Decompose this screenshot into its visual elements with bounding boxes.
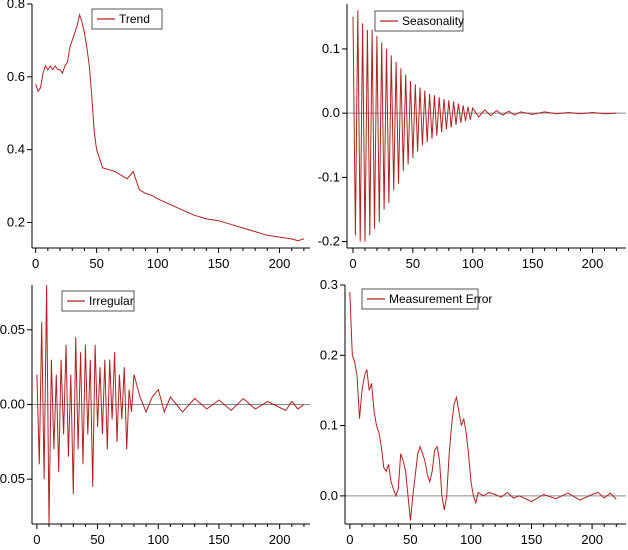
x-tick-label: 200 xyxy=(582,256,604,271)
series-line xyxy=(35,13,305,242)
x-tick-label: 0 xyxy=(349,256,356,271)
y-tick-label: -0.2 xyxy=(318,234,340,249)
x-tick-label: 200 xyxy=(269,256,291,271)
legend-label: Measurement Error xyxy=(389,292,492,306)
chart-panel-4: 0 50 100 150 200 0.0 0.1 0.2 0.3 Measurement Erro… xyxy=(320,277,626,547)
y-tick-label: 0.1 xyxy=(322,41,340,56)
x-tick-label: 50 xyxy=(90,532,104,547)
y-tick-label: 0.3 xyxy=(320,277,338,292)
y-tick-label: 0.1 xyxy=(320,418,338,433)
x-tick-label: 50 xyxy=(89,256,103,271)
y-tick-label: 0.0 xyxy=(320,488,338,503)
y-tick-label: -0.1 xyxy=(318,169,340,184)
x-tick-label: 100 xyxy=(460,532,482,547)
x-tick-label: 200 xyxy=(269,532,291,547)
x-tick-label: 50 xyxy=(403,532,417,547)
x-tick-label: 50 xyxy=(406,256,420,271)
legend-box xyxy=(361,288,479,310)
y-tick-label: 0.4 xyxy=(7,142,25,157)
legend-label: Trend xyxy=(119,12,150,26)
x-tick-label: 150 xyxy=(208,532,230,547)
legend-label: Seasonality xyxy=(402,14,464,28)
y-tick-label: 0.00 xyxy=(0,397,25,412)
chart-panel-1: 0 50 100 150 200 0.2 0.4 0.6 0.8 Trend xyxy=(7,0,310,271)
series-line xyxy=(352,10,617,242)
chart-panel-2: 0 50 100 150 200 -0.2 -0.1 0.0 0.1 Seasonality xyxy=(318,4,626,271)
x-tick-label: 150 xyxy=(522,256,544,271)
y-tick-label: 0.8 xyxy=(7,0,25,11)
legend-label: Irregular xyxy=(89,294,134,308)
y-tick-label: 0.05 xyxy=(0,322,25,337)
y-tick-label: 0.0 xyxy=(322,105,340,120)
y-tick-label: 0.2 xyxy=(320,347,338,362)
y-tick-label: 0.2 xyxy=(7,215,25,230)
legend-box xyxy=(61,290,135,312)
x-tick-label: 0 xyxy=(346,532,353,547)
x-tick-label: 200 xyxy=(581,532,603,547)
x-tick-label: 0 xyxy=(33,532,40,547)
series-line xyxy=(36,284,305,525)
x-tick-label: 100 xyxy=(147,256,169,271)
x-tick-label: 100 xyxy=(147,532,169,547)
x-tick-label: 150 xyxy=(208,256,230,271)
y-tick-label: -0.05 xyxy=(0,471,25,486)
x-tick-label: 150 xyxy=(521,532,543,547)
series-line xyxy=(349,291,617,521)
chart-panel-3: 0 50 100 150 200 -0.05 0.00 0.05 Irregular xyxy=(0,284,310,547)
x-tick-label: 0 xyxy=(32,256,39,271)
y-tick-label: 0.6 xyxy=(7,69,25,84)
x-tick-label: 100 xyxy=(462,256,484,271)
legend-box xyxy=(91,8,163,30)
legend-box xyxy=(374,10,464,32)
